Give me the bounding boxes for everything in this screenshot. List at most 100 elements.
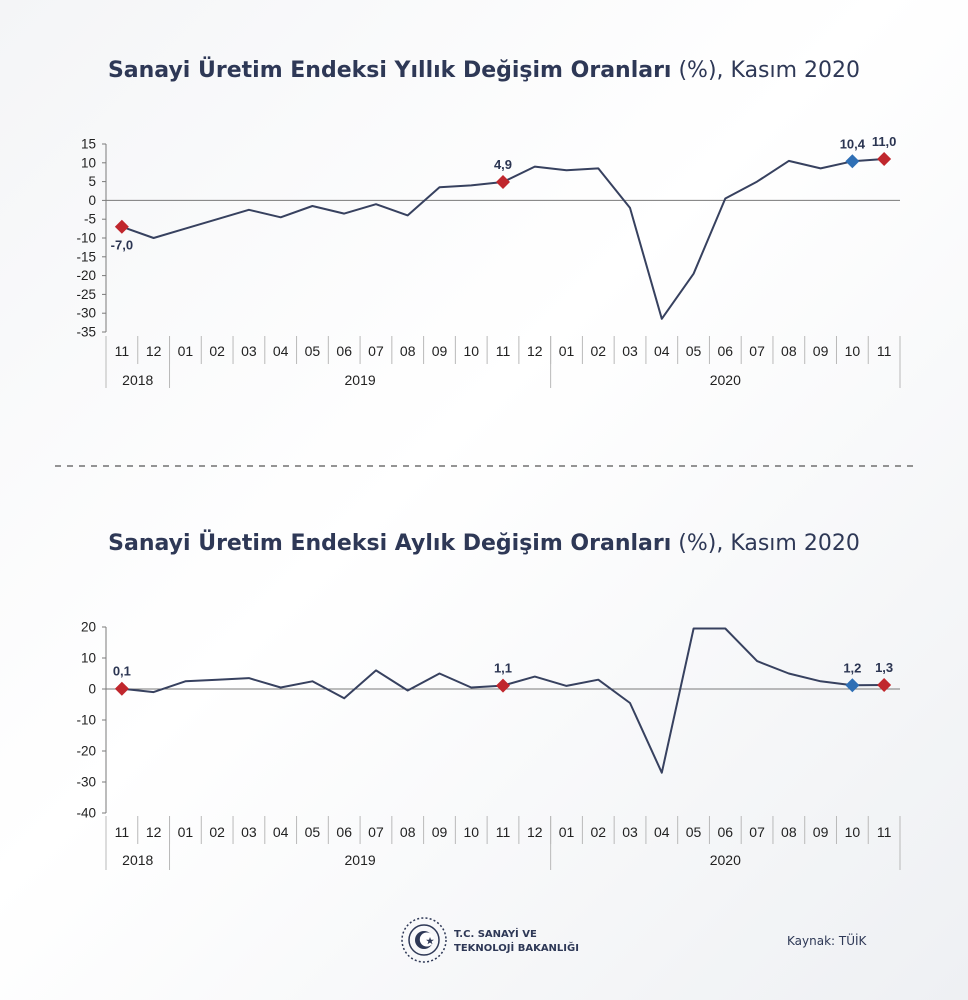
annual-month-label: 10 (845, 343, 861, 359)
annual-y-tick-label: 15 (81, 137, 96, 152)
monthly-month-label: 12 (527, 824, 543, 840)
monthly-y-tick-label: 0 (88, 682, 96, 697)
monthly-month-label: 11 (496, 824, 511, 840)
annual-y-tick-label: -5 (84, 212, 96, 227)
chart-title-monthly: Sanayi Üretim Endeksi Aylık Değişim Oran… (108, 530, 860, 556)
annual-year-label: 2018 (122, 372, 153, 388)
monthly-year-label: 2020 (710, 852, 741, 868)
monthly-highlight-marker (114, 681, 129, 696)
monthly-month-label: 10 (463, 824, 479, 840)
annual-month-label: 12 (527, 343, 543, 359)
annual-month-label: 11 (877, 343, 892, 359)
monthly-month-label: 04 (273, 824, 289, 840)
monthly-month-label: 09 (432, 824, 448, 840)
annual-month-label: 12 (146, 343, 162, 359)
monthly-year-label: 2018 (122, 852, 153, 868)
annual-y-tick-label: -30 (76, 306, 96, 321)
annual-y-tick-label: -15 (76, 249, 96, 264)
annual-y-tick-label: -25 (76, 287, 96, 302)
annual-change-line-chart: 15 10 5 0 -5 -10 -15 -20 -25 -30 -35 11 12 01 02 03 04 05… (76, 134, 901, 388)
monthly-y-tick-label: -10 (76, 713, 96, 728)
footer: T.C. SANAYİ VE TEKNOLOJİ BAKANLIĞI Kayna… (401, 917, 868, 963)
monthly-month-label: 01 (178, 824, 194, 840)
monthly-y-tick-label: 20 (81, 620, 96, 635)
monthly-change-line-chart: 20 10 0 -10 -20 -30 -40 11 12 01 02 03 04 05 06 07 08 09 1… (76, 620, 901, 870)
monthly-y-tick-label: -20 (76, 744, 96, 759)
annual-month-label: 10 (463, 343, 479, 359)
annual-month-label: 02 (209, 343, 225, 359)
annual-data-label: -7,0 (111, 238, 133, 253)
monthly-series-line (121, 627, 885, 774)
monthly-month-label: 07 (368, 824, 384, 840)
monthly-month-label: 03 (622, 824, 638, 840)
monthly-month-label: 02 (590, 824, 606, 840)
annual-data-label: 10,4 (840, 136, 866, 151)
annual-month-label: 05 (686, 343, 702, 359)
chart-title-annual-rest: (%), Kasım 2020 (671, 58, 860, 83)
footer-source: Kaynak: TÜİK (787, 932, 868, 948)
monthly-month-label: 06 (336, 824, 352, 840)
annual-month-label: 06 (336, 343, 352, 359)
monthly-month-label: 11 (877, 824, 892, 840)
monthly-data-label: 1,2 (843, 660, 861, 675)
monthly-month-label: 12 (146, 824, 162, 840)
monthly-month-label: 01 (559, 824, 575, 840)
monthly-data-label: 0,1 (113, 664, 131, 679)
chart-title-annual: Sanayi Üretim Endeksi Yıllık Değişim Ora… (108, 57, 860, 83)
annual-month-label: 08 (400, 343, 416, 359)
monthly-month-label: 08 (400, 824, 416, 840)
monthly-highlight-marker (496, 678, 510, 693)
monthly-month-label: 05 (686, 824, 702, 840)
monthly-year-label: 2019 (345, 852, 376, 868)
annual-month-label: 08 (781, 343, 797, 359)
annual-month-label: 06 (718, 343, 734, 359)
monthly-month-label: 10 (845, 824, 861, 840)
annual-month-label: 05 (305, 343, 321, 359)
monthly-data-label: 1,3 (875, 660, 893, 675)
annual-y-tick-label: 5 (88, 174, 96, 189)
annual-month-label: 01 (178, 343, 194, 359)
annual-year-label: 2019 (345, 372, 376, 388)
monthly-y-tick-label: 10 (81, 651, 96, 666)
annual-y-tick-label: -20 (76, 268, 96, 283)
monthly-month-label: 11 (115, 824, 130, 840)
annual-y-tick-label: 10 (81, 155, 96, 170)
annual-highlight-marker (114, 219, 129, 234)
monthly-month-label: 09 (813, 824, 829, 840)
annual-month-label: 07 (368, 343, 384, 359)
annual-month-label: 04 (273, 343, 289, 359)
annual-y-tick-label: -35 (76, 325, 96, 340)
annual-month-label: 03 (622, 343, 638, 359)
annual-highlight-marker (877, 152, 892, 167)
footer-org-line1: T.C. SANAYİ VE (454, 926, 537, 940)
annual-month-label: 11 (115, 343, 130, 359)
monthly-y-tick-label: -30 (76, 775, 96, 790)
annual-highlight-marker (496, 174, 510, 189)
monthly-y-tick-label: -40 (76, 806, 96, 821)
monthly-month-label: 06 (718, 824, 734, 840)
monthly-month-label: 04 (654, 824, 670, 840)
annual-month-label: 11 (496, 343, 511, 359)
monthly-month-label: 05 (305, 824, 321, 840)
monthly-highlight-marker (877, 677, 892, 692)
monthly-month-label: 02 (209, 824, 225, 840)
monthly-month-label: 03 (241, 824, 257, 840)
annual-month-label: 01 (559, 343, 575, 359)
monthly-highlight-marker (845, 678, 860, 693)
annual-month-label: 07 (749, 343, 765, 359)
annual-data-label: 4,9 (494, 157, 512, 172)
annual-month-label: 04 (654, 343, 670, 359)
ministry-seal-icon (401, 917, 447, 963)
annual-highlight-marker (845, 154, 860, 169)
annual-data-label: 11,0 (872, 134, 897, 149)
annual-month-label: 03 (241, 343, 257, 359)
monthly-month-label: 07 (749, 824, 765, 840)
footer-org-line2: TEKNOLOJİ BAKANLIĞI (454, 940, 579, 954)
annual-month-label: 09 (432, 343, 448, 359)
annual-month-label: 02 (590, 343, 606, 359)
annual-year-label: 2020 (710, 372, 741, 388)
annual-y-tick-label: -10 (76, 231, 96, 246)
annual-month-label: 09 (813, 343, 829, 359)
chart-title-monthly-main: Sanayi Üretim Endeksi Aylık Değişim Oran… (108, 530, 671, 556)
